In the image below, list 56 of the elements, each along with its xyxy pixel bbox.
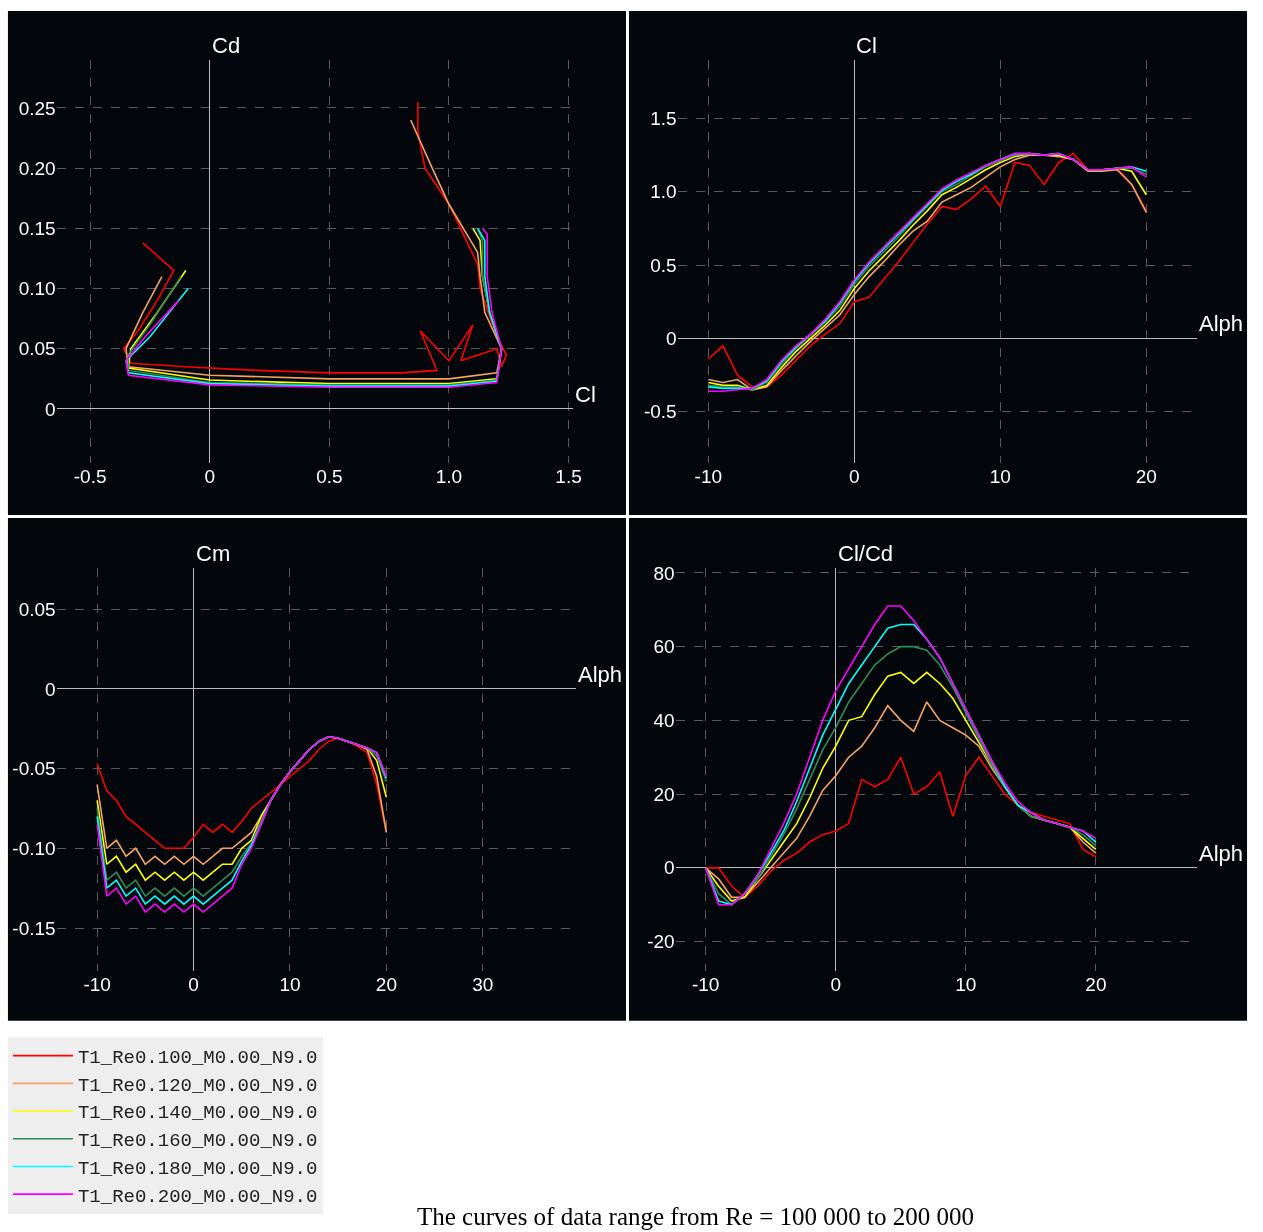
legend-label: T1_Re0.160_M0.00_N9.0: [77, 1130, 318, 1153]
x-axis-title: Alph: [578, 662, 623, 687]
x-tick-label: 10: [279, 974, 301, 996]
x-tick-label: 30: [472, 974, 494, 996]
y-tick-label: -0.5: [643, 401, 677, 423]
y-tick-label: -0.05: [12, 758, 56, 780]
y-tick-label: 0.05: [18, 598, 56, 620]
x-tick-label: 10: [955, 974, 977, 996]
y-axis-title: Cl/Cd: [838, 541, 894, 566]
x-axis-title: Alph: [1199, 311, 1244, 336]
x-axis-title: Alph: [1199, 841, 1244, 866]
line-series: [704, 756, 1097, 899]
x-tick-label: 20: [1085, 974, 1107, 996]
legend-label: T1_Re0.180_M0.00_N9.0: [77, 1157, 318, 1180]
y-axis-title: Cl: [856, 33, 877, 58]
x-tick-label: 0: [188, 974, 199, 996]
x-tick-label: 1.5: [555, 466, 582, 488]
x-tick-label: 10: [989, 466, 1011, 488]
x-tick-label: -10: [691, 974, 720, 996]
x-tick-label: -10: [83, 974, 111, 996]
x-tick-label: 0: [204, 466, 216, 488]
y-tick-label: -0.10: [12, 837, 56, 859]
y-tick-label: -0.15: [12, 917, 56, 939]
y-tick-label: 0.20: [18, 157, 56, 179]
y-tick-label: 0.5: [650, 254, 677, 276]
y-axis-title: Cd: [212, 33, 241, 58]
x-tick-label: 20: [375, 974, 397, 996]
legend-label: T1_Re0.100_M0.00_N9.0: [77, 1047, 318, 1070]
y-tick-label: 0.05: [18, 338, 56, 360]
y-tick-label: 0: [45, 678, 56, 700]
legend-label: T1_Re0.120_M0.00_N9.0: [77, 1074, 318, 1097]
y-tick-label: 0.10: [18, 278, 56, 300]
y-axis-title: Cm: [196, 541, 231, 566]
y-tick-label: -20: [647, 931, 675, 953]
x-tick-label: 0.5: [316, 466, 343, 488]
x-tick-label: 20: [1135, 466, 1157, 488]
y-tick-label: 1.0: [650, 181, 677, 203]
y-tick-label: 0: [45, 398, 56, 420]
y-tick-label: 0.25: [18, 97, 56, 119]
x-tick-label: -0.5: [73, 466, 107, 488]
x-tick-label: 0: [849, 466, 860, 488]
y-tick-label: 1.5: [650, 108, 677, 130]
y-tick-label: 20: [653, 783, 675, 805]
legend-label: T1_Re0.140_M0.00_N9.0: [77, 1102, 318, 1125]
x-tick-label: -10: [694, 466, 723, 488]
y-tick-label: 0.15: [18, 218, 56, 239]
legend-label: T1_Re0.200_M0.00_N9.0: [77, 1185, 318, 1208]
x-tick-label: 1.0: [435, 466, 463, 488]
text: The curves of data range from Re = 100 000 to 200 000: [417, 1203, 975, 1230]
y-tick-label: 80: [653, 562, 675, 584]
y-tick-label: 0: [664, 857, 675, 879]
y-tick-label: 60: [653, 636, 675, 658]
y-tick-label: 40: [653, 710, 675, 731]
x-axis-title: Cl: [575, 382, 596, 407]
x-tick-label: 0: [830, 974, 841, 996]
y-tick-label: 0: [666, 328, 677, 350]
